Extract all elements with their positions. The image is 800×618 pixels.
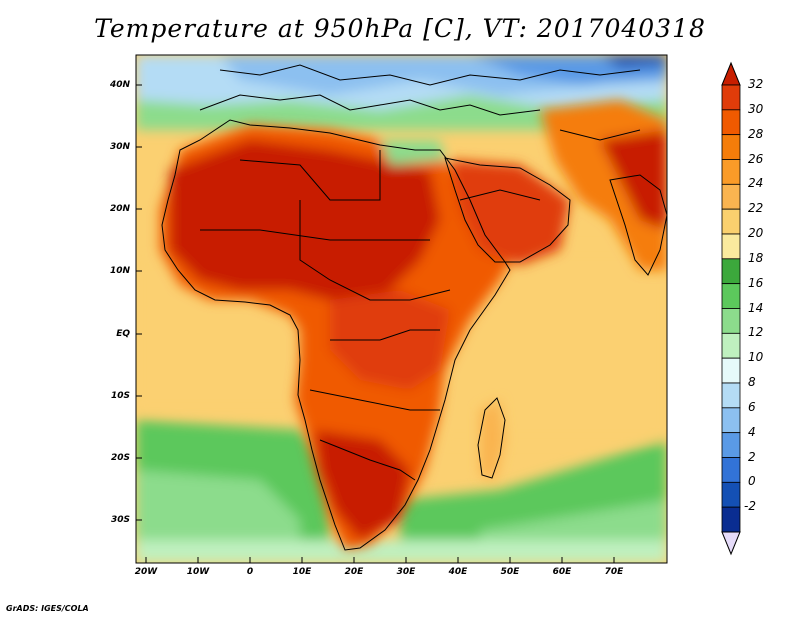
lon-label: 10E <box>292 567 312 577</box>
colorbar-label: 32 <box>748 77 764 91</box>
lat-label: EQ <box>116 329 130 339</box>
lat-label: 30S <box>110 515 130 525</box>
coastlines <box>161 64 667 551</box>
colorbar-label: 18 <box>748 250 764 265</box>
chart-title: Temperature at 950hPa [C], VT: 201704031… <box>94 14 706 43</box>
colorbar <box>721 61 741 556</box>
lat-label: 20S <box>110 453 130 463</box>
lon-label: 40E <box>448 567 468 577</box>
colorbar-swatch <box>721 432 741 458</box>
colorbar-swatch <box>721 109 741 136</box>
colorbar-swatch <box>721 233 741 260</box>
colorbar-swatch <box>721 332 741 359</box>
colorbar-swatch <box>721 183 741 210</box>
colorbar-label: 14 <box>748 300 764 315</box>
colorbar-label: 4 <box>748 424 756 439</box>
lat-label: 10S <box>110 391 130 401</box>
lon-label: 0 <box>246 567 254 577</box>
colorbar-label: 28 <box>748 126 764 141</box>
colorbar-swatch <box>721 258 741 285</box>
colorbar-label: 24 <box>748 176 764 191</box>
lon-label: 30E <box>396 567 416 577</box>
colorbar-label: 30 <box>748 101 764 116</box>
colorbar-label: 6 <box>748 399 756 414</box>
colorbar-label: 12 <box>748 325 764 340</box>
colorbar-label: 10 <box>748 350 764 365</box>
lon-label: 50E <box>500 567 520 577</box>
axis-ticks <box>136 84 615 563</box>
lat-label: 20N <box>109 204 130 214</box>
lon-label: 20W <box>134 567 158 577</box>
colorbar-label: -2 <box>744 499 756 514</box>
colorbar-label: 16 <box>748 275 764 290</box>
colorbar-swatch <box>721 457 741 483</box>
colorbar-swatch <box>721 481 741 508</box>
lon-label: 10W <box>186 567 210 577</box>
colorbar-label: 0 <box>748 474 756 489</box>
colorbar-swatch <box>721 84 741 111</box>
lat-label: 10N <box>109 266 130 276</box>
colorbar-swatch <box>721 357 741 384</box>
colorbar-swatch <box>721 159 741 185</box>
colorbar-label: 8 <box>748 375 756 389</box>
colorbar-bottom-arrow <box>721 531 741 556</box>
grads-credit: GrADS: IGES/COLA <box>6 604 89 613</box>
temperature-field <box>136 55 667 563</box>
colorbar-swatch <box>721 506 741 533</box>
colorbar-swatch <box>721 208 741 235</box>
lon-label: 70E <box>604 567 624 577</box>
colorbar-swatch <box>721 407 741 434</box>
colorbar-swatch <box>721 134 741 160</box>
colorbar-label: 22 <box>748 201 764 216</box>
colorbar-swatch <box>721 308 741 334</box>
colorbar-label: 2 <box>748 449 756 464</box>
colorbar-top-arrow <box>721 61 741 86</box>
lat-label: 40N <box>109 80 130 90</box>
lon-label: 60E <box>552 567 572 577</box>
colorbar-swatch <box>721 382 741 409</box>
colorbar-label: 26 <box>748 151 764 166</box>
plot-frame <box>135 54 668 564</box>
colorbar-swatch <box>721 283 741 309</box>
lon-label: 20E <box>344 567 364 577</box>
lat-label: 30N <box>109 142 130 152</box>
colorbar-label: 20 <box>748 226 764 240</box>
